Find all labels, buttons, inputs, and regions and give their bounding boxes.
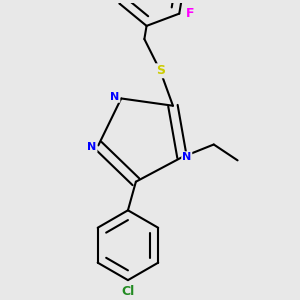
Text: N: N — [110, 92, 119, 102]
Text: F: F — [186, 7, 195, 20]
Text: S: S — [156, 64, 165, 77]
Text: N: N — [87, 142, 97, 152]
Text: N: N — [182, 152, 191, 162]
Text: Cl: Cl — [121, 285, 135, 298]
